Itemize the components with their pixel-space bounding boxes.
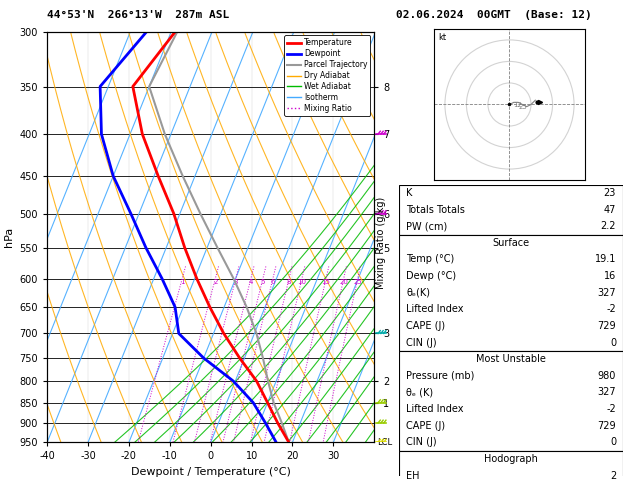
Y-axis label: hPa: hPa xyxy=(4,227,14,247)
Text: 0: 0 xyxy=(610,338,616,347)
Text: 12: 12 xyxy=(514,102,523,107)
Text: 20: 20 xyxy=(339,278,348,284)
Text: K: K xyxy=(406,188,413,198)
Text: 2: 2 xyxy=(213,278,218,284)
Text: 5: 5 xyxy=(260,278,265,284)
Text: 44°53'N  266°13'W  287m ASL: 44°53'N 266°13'W 287m ASL xyxy=(47,10,230,20)
Text: 0: 0 xyxy=(610,437,616,447)
Text: 23: 23 xyxy=(604,188,616,198)
Text: Pressure (mb): Pressure (mb) xyxy=(406,371,474,381)
Text: 1: 1 xyxy=(180,278,184,284)
Text: Lifted Index: Lifted Index xyxy=(406,304,464,314)
Text: EH: EH xyxy=(406,470,420,481)
X-axis label: Dewpoint / Temperature (°C): Dewpoint / Temperature (°C) xyxy=(131,467,291,477)
Text: 327: 327 xyxy=(598,288,616,298)
Text: -2: -2 xyxy=(606,404,616,414)
Bar xyxy=(399,235,623,351)
Bar xyxy=(399,351,623,451)
Text: 15: 15 xyxy=(321,278,330,284)
Text: CIN (J): CIN (J) xyxy=(406,338,437,347)
Text: θₑ (K): θₑ (K) xyxy=(406,387,433,398)
Text: LCL: LCL xyxy=(377,438,392,447)
Text: 19.1: 19.1 xyxy=(594,255,616,264)
Text: 02.06.2024  00GMT  (Base: 12): 02.06.2024 00GMT (Base: 12) xyxy=(396,10,592,20)
Text: 3: 3 xyxy=(233,278,238,284)
Text: -2: -2 xyxy=(606,304,616,314)
Text: Surface: Surface xyxy=(493,238,530,248)
Text: Hodograph: Hodograph xyxy=(484,454,538,464)
Text: 6: 6 xyxy=(270,278,275,284)
Bar xyxy=(399,185,623,235)
Text: 47: 47 xyxy=(604,205,616,215)
Text: CAPE (J): CAPE (J) xyxy=(406,421,445,431)
Text: Dewp (°C): Dewp (°C) xyxy=(406,271,456,281)
Text: Temp (°C): Temp (°C) xyxy=(406,255,454,264)
Text: 729: 729 xyxy=(598,321,616,331)
Text: CIN (J): CIN (J) xyxy=(406,437,437,447)
Text: kt: kt xyxy=(438,33,447,42)
Text: Mixing Ratio (g/kg): Mixing Ratio (g/kg) xyxy=(376,197,386,289)
Text: 16: 16 xyxy=(604,271,616,281)
Text: 25: 25 xyxy=(518,104,526,110)
Text: Totals Totals: Totals Totals xyxy=(406,205,465,215)
Text: PW (cm): PW (cm) xyxy=(406,221,447,231)
Text: 729: 729 xyxy=(598,421,616,431)
Bar xyxy=(399,451,623,486)
Text: Lifted Index: Lifted Index xyxy=(406,404,464,414)
Text: 25: 25 xyxy=(353,278,362,284)
Text: 2.2: 2.2 xyxy=(601,221,616,231)
Text: 8: 8 xyxy=(287,278,291,284)
Text: CAPE (J): CAPE (J) xyxy=(406,321,445,331)
Text: θₑ(K): θₑ(K) xyxy=(406,288,430,298)
Text: 980: 980 xyxy=(598,371,616,381)
Text: 10: 10 xyxy=(298,278,306,284)
Text: 2: 2 xyxy=(610,470,616,481)
Text: 327: 327 xyxy=(598,387,616,398)
Legend: Temperature, Dewpoint, Parcel Trajectory, Dry Adiabat, Wet Adiabat, Isotherm, Mi: Temperature, Dewpoint, Parcel Trajectory… xyxy=(284,35,370,116)
Text: 4: 4 xyxy=(248,278,253,284)
Y-axis label: km
ASL: km ASL xyxy=(401,237,420,259)
Text: Most Unstable: Most Unstable xyxy=(476,354,546,364)
